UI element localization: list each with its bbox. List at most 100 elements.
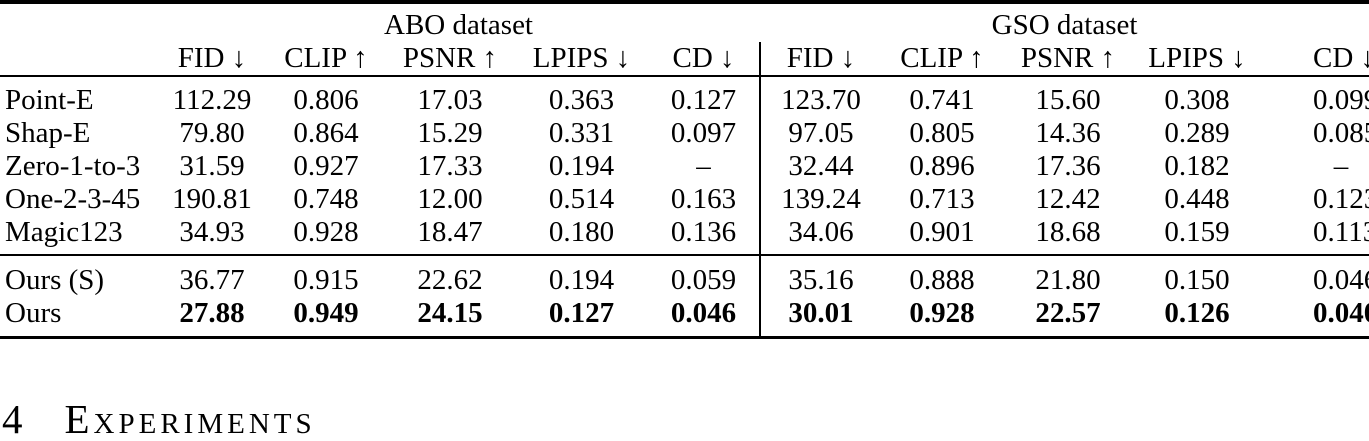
- metric-value: 0.097: [670, 117, 737, 149]
- metric-value: 12.42: [1035, 183, 1101, 215]
- metric-value: 35.16: [759, 255, 882, 297]
- metric-value: 139.24: [759, 183, 882, 216]
- metric-value: 12.00: [417, 183, 483, 215]
- metric-value: 17.33: [417, 150, 483, 182]
- metric-value: 18.68: [1003, 216, 1134, 256]
- table-row-magic123: Magic123 34.93 0.928 18.47 0.180 0.136 3…: [0, 216, 1369, 256]
- table-row-zero-1-to-3: Zero-1-to-3 31.59 0.927 17.33 0.194 – 32…: [0, 150, 1369, 183]
- section-number: 4: [2, 396, 23, 441]
- metric-value: 0.085: [1313, 117, 1369, 149]
- metric-value: 0.805: [909, 117, 975, 149]
- corner-cell: [0, 2, 157, 42]
- method-label: One-2-3-45: [5, 183, 141, 215]
- ours-section: Ours (S) 36.77 0.915 22.62 0.194 0.059 3…: [0, 255, 1369, 338]
- metric-value: 0.182: [1164, 150, 1230, 182]
- metric-value: 0.915: [293, 264, 359, 296]
- results-table: ABO dataset GSO dataset FID ↓ CLIP ↑ PSN…: [0, 0, 1369, 339]
- metric-value: 0.748: [293, 183, 359, 215]
- metric-value: 21.80: [1035, 264, 1101, 296]
- section-title: Experiments: [64, 396, 316, 441]
- metric-value: 0.123: [1313, 183, 1369, 215]
- metric-value: –: [1333, 150, 1349, 182]
- method-label: Ours: [5, 297, 62, 329]
- metric-value: 112.29: [172, 84, 252, 116]
- metric-value: 79.80: [179, 117, 245, 149]
- table-row-shap-e: Shap-E 79.80 0.864 15.29 0.331 0.097 97.…: [0, 117, 1369, 150]
- col-header-abo-clip: CLIP ↑: [267, 42, 385, 77]
- method-label: Magic123: [0, 216, 157, 256]
- metric-value: 0.363: [548, 84, 615, 116]
- metric-value: 36.77: [179, 264, 245, 296]
- metric-value: 0.127: [670, 84, 737, 116]
- metric-value: 17.36: [1035, 150, 1101, 182]
- col-header-gso-lpips: LPIPS ↓: [1133, 42, 1262, 77]
- method-label: Point-E: [5, 84, 94, 116]
- method-label: Shap-E: [5, 117, 91, 149]
- metric-value: 0.126: [1164, 297, 1230, 329]
- metric-value: 24.15: [417, 297, 483, 329]
- metric-value: 0.713: [909, 183, 975, 215]
- col-header-abo-psnr: PSNR ↑: [385, 42, 515, 77]
- metric-value: 0.896: [909, 150, 975, 182]
- metric-value: 0.806: [293, 84, 359, 116]
- col-header-abo-fid: FID ↓: [157, 42, 267, 77]
- metric-value: 123.70: [759, 76, 882, 117]
- corner-cell: [0, 42, 157, 77]
- metric-value: 22.62: [417, 264, 483, 296]
- table-row-point-e: Point-E 112.29 0.806 17.03 0.363 0.127 1…: [0, 76, 1369, 117]
- metric-value: 0.046: [1313, 264, 1369, 296]
- metric-value: 17.03: [417, 84, 483, 116]
- metric-value: 0.194: [548, 150, 615, 182]
- metric-value: 27.88: [179, 297, 245, 329]
- metric-value: 0.864: [293, 117, 359, 149]
- metric-value: 30.01: [759, 297, 882, 338]
- method-label: Ours (S): [5, 264, 105, 296]
- metric-value: 0.928: [267, 216, 385, 256]
- dataset-header-row: ABO dataset GSO dataset: [0, 2, 1369, 42]
- metric-value: 0.163: [670, 183, 737, 215]
- metric-value: 0.289: [1164, 117, 1230, 149]
- metric-value: 0.127: [548, 297, 615, 329]
- col-header-gso-fid: FID ↓: [759, 42, 882, 77]
- metric-value: 32.44: [759, 150, 882, 183]
- metric-value: 15.29: [417, 117, 483, 149]
- metric-value: 0.180: [515, 216, 648, 256]
- metric-value: 0.901: [881, 216, 1004, 256]
- metric-value: 15.60: [1035, 84, 1101, 116]
- metric-value: 97.05: [759, 117, 882, 150]
- metric-value: 0.949: [293, 297, 359, 329]
- metric-value: 0.113: [1261, 216, 1369, 256]
- metric-header-row: FID ↓ CLIP ↑ PSNR ↑ LPIPS ↓ CD ↓ FID ↓ C…: [0, 42, 1369, 77]
- col-header-gso-cd: CD ↓: [1261, 42, 1369, 77]
- metric-value: 0.331: [548, 117, 615, 149]
- col-header-gso-clip: CLIP ↑: [881, 42, 1004, 77]
- table-row-ours-s: Ours (S) 36.77 0.915 22.62 0.194 0.059 3…: [0, 255, 1369, 297]
- metric-value: 0.099: [1313, 84, 1369, 116]
- baselines-section: Point-E 112.29 0.806 17.03 0.363 0.127 1…: [0, 76, 1369, 256]
- table-row-one-2-3-45: One-2-3-45 190.81 0.748 12.00 0.514 0.16…: [0, 183, 1369, 216]
- metric-value: 0.927: [293, 150, 359, 182]
- metric-value: 0.448: [1164, 183, 1230, 215]
- table-row-ours: Ours 27.88 0.949 24.15 0.127 0.046 30.01…: [0, 297, 1369, 338]
- metric-value: 0.046: [670, 297, 737, 329]
- col-header-abo-lpips: LPIPS ↓: [515, 42, 648, 77]
- section-heading: 4 Experiments: [2, 399, 316, 440]
- metric-value: 0.194: [548, 264, 615, 296]
- metric-value: 0.059: [670, 264, 737, 296]
- metric-value: 0.150: [1164, 264, 1230, 296]
- metric-value: 0.159: [1133, 216, 1262, 256]
- metric-value: 31.59: [179, 150, 245, 182]
- method-label: Zero-1-to-3: [5, 150, 141, 182]
- metric-value: 0.308: [1164, 84, 1230, 116]
- col-header-abo-cd: CD ↓: [648, 42, 761, 77]
- metric-value: 190.81: [172, 183, 252, 215]
- metric-value: 18.47: [385, 216, 515, 256]
- metric-value: 0.928: [909, 297, 975, 329]
- metric-value: –: [696, 150, 711, 182]
- metric-value: 0.514: [548, 183, 615, 215]
- metric-value: 34.93: [157, 216, 267, 256]
- metric-value: 0.888: [909, 264, 975, 296]
- metric-value: 0.040: [1313, 297, 1369, 329]
- col-header-gso-psnr: PSNR ↑: [1003, 42, 1134, 77]
